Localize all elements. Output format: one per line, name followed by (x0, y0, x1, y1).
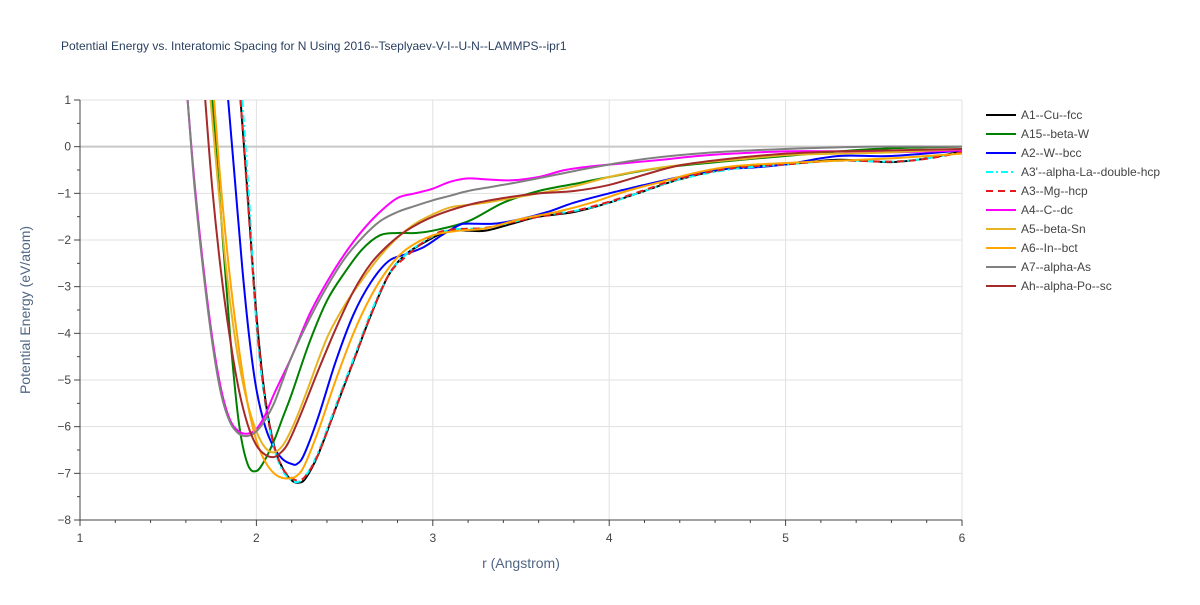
legend-item-a4-c-dc[interactable]: A4--C--dc (986, 203, 1073, 217)
y-tick-label: −2 (57, 233, 71, 247)
y-axis-label: Potential Energy (eV/atom) (17, 226, 33, 394)
grid-layer (80, 99, 963, 521)
y-tick-label: −5 (57, 373, 71, 387)
y-tick-label: 1 (64, 93, 71, 107)
legend-label: A6--In--bct (1021, 241, 1078, 255)
axis-layer: 1 2 3 4 5 6 1 0 −1 −2 −3 −4 −5 −6 −7 −8 (57, 93, 965, 545)
series-line-ah-alpha-po-sc (204, 100, 962, 459)
y-tick-label: −7 (57, 466, 71, 480)
series-line-a4-c-dc (186, 100, 962, 435)
legend-label: Ah--alpha-Po--sc (1021, 279, 1112, 293)
y-tick-label: −1 (57, 186, 71, 200)
legend-item-a1-cu-fcc[interactable]: A1--Cu--fcc (986, 108, 1082, 122)
legend-item-a6-in-bct[interactable]: A6--In--bct (986, 241, 1078, 255)
x-tick-label: 2 (253, 531, 260, 545)
y-tick-label: −3 (57, 280, 71, 294)
series-layer (186, 100, 962, 484)
legend-item-ah-alpha-po-sc[interactable]: Ah--alpha-Po--sc (986, 279, 1112, 293)
x-axis-label: r (Angstrom) (482, 555, 560, 571)
series-line-a6-in-bct (213, 100, 962, 480)
legend-label: A3--Mg--hcp (1021, 184, 1088, 198)
y-tick-label: −4 (57, 326, 71, 340)
legend-label: A4--C--dc (1021, 203, 1073, 217)
legend[interactable]: A1--Cu--fcc A15--beta-W A2--W--bcc A3'--alp… (986, 108, 1160, 293)
x-tick-label: 4 (606, 531, 613, 545)
x-tick-label: 1 (77, 531, 84, 545)
legend-label: A1--Cu--fcc (1021, 108, 1082, 122)
legend-label: A3'--alpha-La--double-hcp (1021, 165, 1160, 179)
legend-item-a7-alpha-as[interactable]: A7--alpha-As (986, 260, 1091, 274)
legend-label: A7--alpha-As (1021, 260, 1091, 274)
legend-item-a3-mg-hcp[interactable]: A3--Mg--hcp (986, 184, 1088, 198)
series-line-a7-alpha-as (186, 100, 962, 438)
y-tick-label: −6 (57, 420, 71, 434)
y-tick-label: 0 (64, 140, 71, 154)
legend-item-a5-beta-sn[interactable]: A5--beta-Sn (986, 222, 1086, 236)
x-tick-label: 6 (959, 531, 966, 545)
legend-label: A15--beta-W (1021, 127, 1090, 141)
chart-title: Potential Energy vs. Interatomic Spacing… (61, 39, 567, 53)
y-tick-label: −8 (57, 513, 71, 527)
x-tick-label: 3 (429, 531, 436, 545)
legend-item-a2-w-bcc[interactable]: A2--W--bcc (986, 146, 1081, 160)
legend-item-a15-beta-w[interactable]: A15--beta-W (986, 127, 1090, 141)
legend-label: A2--W--bcc (1021, 146, 1081, 160)
series-line-a3-mg-hcp (239, 100, 962, 482)
x-tick-label: 5 (782, 531, 789, 545)
legend-label: A5--beta-Sn (1021, 222, 1086, 236)
legend-item-a3-alpha-la-double-hcp[interactable]: A3'--alpha-La--double-hcp (986, 165, 1160, 179)
